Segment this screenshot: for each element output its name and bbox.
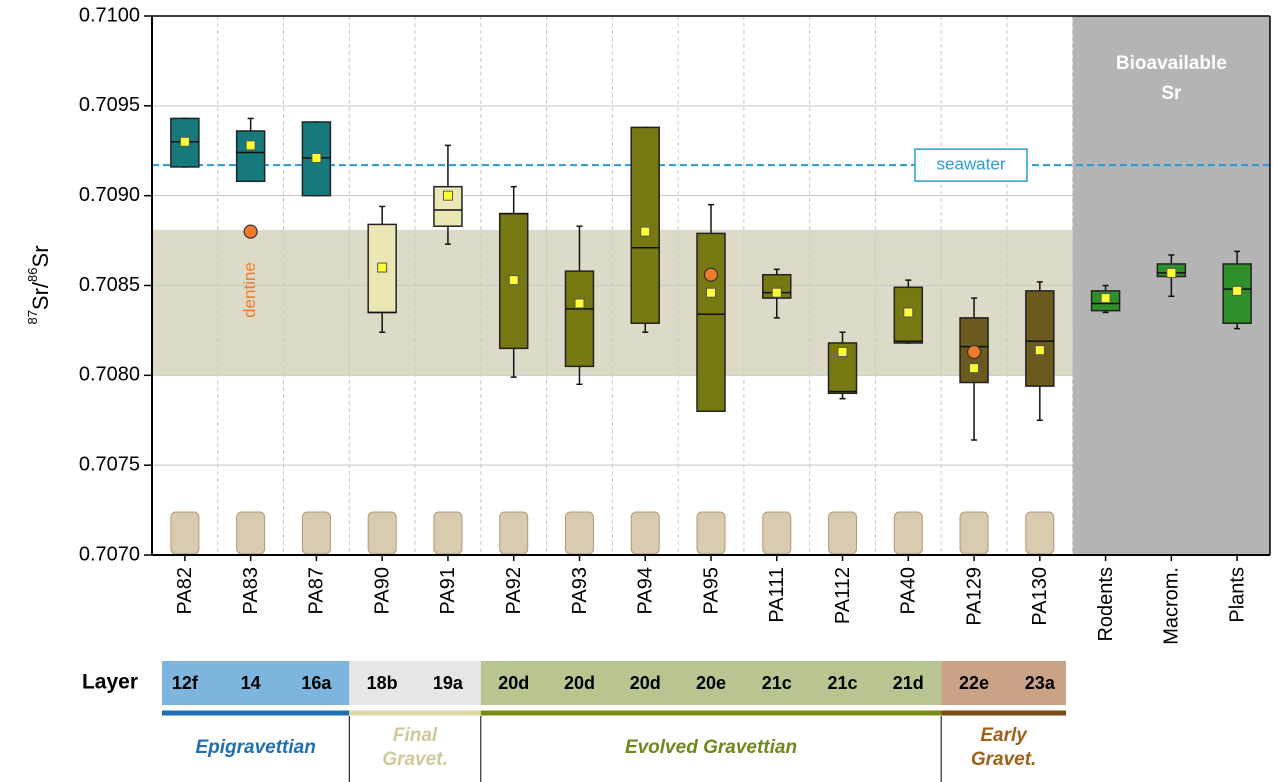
mean-marker [1167,268,1176,277]
y-label-part: 86 [25,267,40,281]
y-tick-label: 0.7075 [79,453,140,475]
x-tick-label: PA111 [766,567,788,623]
layer-value: 20d [498,673,529,693]
x-tick-label: PA91 [437,567,459,614]
mean-marker [772,288,781,297]
mean-marker [509,276,518,285]
y-axis-label: 87Sr/86Sr [25,245,52,324]
x-tick-label: PA87 [306,567,328,614]
bioavailable-label: Bioavailable [1116,53,1227,74]
box [565,271,593,366]
layer-value: 20e [696,673,726,693]
period-name: Gravet. [971,749,1036,770]
layer-label: Layer [82,671,138,694]
tooth-image [368,512,396,554]
dentine-point [244,225,257,238]
dentine-point [705,268,718,281]
mean-marker [1101,294,1110,303]
y-tick-label: 0.7070 [79,543,140,565]
x-tick-label: PA92 [503,567,525,614]
x-tick-label: Plants [1226,567,1248,623]
period-name: Epigravettian [195,737,315,758]
layer-value: 20d [564,673,595,693]
tooth-image [697,512,725,554]
y-tick-label: 0.7085 [79,274,140,296]
chart: 87Sr/86Sr 0.70700.70750.70800.70850.7090… [0,0,1273,782]
mean-marker [838,347,847,356]
mean-marker [246,141,255,150]
x-tick-label: PA130 [1029,567,1051,626]
x-tick-label: PA90 [371,567,393,614]
box [631,127,659,323]
tooth-image [829,512,857,554]
tooth-image [171,512,199,554]
x-tick-label: PA112 [832,567,854,624]
mean-marker [641,227,650,236]
box [237,131,265,181]
y-tick-label: 0.7100 [79,4,140,26]
layer-value: 22e [959,673,989,693]
mean-marker [707,288,716,297]
x-tick-label: PA82 [174,567,196,614]
y-tick-label: 0.7090 [79,184,140,206]
tooth-image [631,512,659,554]
mean-marker [970,364,979,373]
layer-value: 19a [433,673,464,693]
mean-marker [378,263,387,272]
dentine-point [968,345,981,358]
mean-marker [575,299,584,308]
x-tick-label: Rodents [1095,567,1117,642]
tooth-image [894,512,922,554]
tooth-image [500,512,528,554]
layer-value: 23a [1025,673,1056,693]
mean-marker [443,191,452,200]
layer-value: 16a [301,673,332,693]
x-tick-label: Macrom. [1161,567,1183,645]
layer-value: 12f [172,673,199,693]
layer-value: 21c [828,673,858,693]
period-name: Evolved Gravettian [625,737,797,758]
box [697,233,725,411]
mean-marker [1035,346,1044,355]
y-label-part: Sr/ [28,281,53,310]
x-tick-label: PA94 [635,567,657,614]
mean-marker [1233,286,1242,295]
tooth-image [960,512,988,554]
y-label-part: 87 [25,310,40,324]
tooth-image [302,512,330,554]
seawater-label: seawater [937,155,1006,174]
y-tick-label: 0.7080 [79,364,140,386]
layer-value: 21c [762,673,792,693]
x-tick-label: PA83 [240,567,262,614]
x-tick-label: PA93 [569,567,591,614]
mean-marker [904,308,913,317]
x-tick-label: PA95 [700,567,722,614]
page: {"chart_data": { "type": "box", "y_label… [0,0,1273,782]
dentine-label: dentine [240,262,259,318]
tooth-image [237,512,265,554]
tooth-image [1026,512,1054,554]
tooth-image [565,512,593,554]
y-tick-label: 0.7095 [79,94,140,116]
period-name: Final [393,725,438,746]
layer-value: 18b [367,673,398,693]
bioavailable-label: Sr [1161,83,1182,104]
x-tick-label: PA40 [898,567,920,614]
period-name: Gravet. [382,749,447,770]
layer-value: 21d [893,673,924,693]
mean-marker [180,137,189,146]
x-tick-label: PA129 [963,567,985,626]
y-label-part: Sr [28,245,53,267]
layer-value: 14 [241,673,261,693]
layer-value: 20d [630,673,661,693]
tooth-image [434,512,462,554]
mean-marker [312,153,321,162]
tooth-image [763,512,791,554]
period-name: Early [980,725,1028,746]
box [1026,291,1054,386]
